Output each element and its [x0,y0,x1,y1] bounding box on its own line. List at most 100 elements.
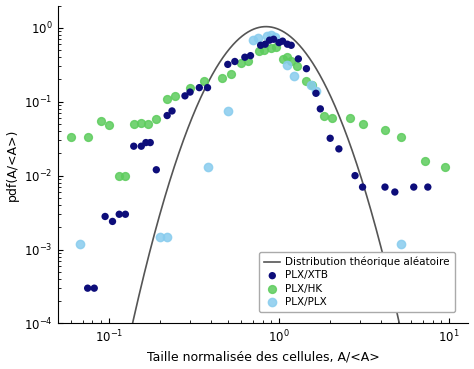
PLX/XTB [359,184,366,190]
PLX/PLX [283,62,291,68]
PLX/HK [302,78,310,84]
PLX/PLX [263,33,271,39]
PLX/XTB [424,184,432,190]
PLX/XTB [195,85,203,91]
PLX/XTB [153,167,160,173]
PLX/XTB [317,106,324,112]
PLX/PLX [397,241,404,246]
PLX/XTB [122,211,129,217]
PLX/PLX [77,241,84,246]
PLX/XTB [146,139,154,145]
PLX/XTB [241,54,249,60]
PLX/HK [137,120,145,126]
PLX/HK [116,173,123,179]
PLX/HK [171,93,179,99]
PLX/XTB [283,41,291,47]
PLX/PLX [267,32,275,38]
PLX/HK [287,58,295,63]
Distribution théorique aléatoire [380,251,385,255]
PLX/PLX [164,234,171,239]
PLX/XTB [142,139,150,145]
PLX/XTB [262,41,269,47]
PLX/HK [272,44,280,50]
Legend: Distribution théorique aléatoire, PLX/XTB, PLX/HK, PLX/PLX: Distribution théorique aléatoire, PLX/XT… [259,252,455,312]
PLX/XTB [109,218,116,224]
PLX/XTB [257,42,264,48]
PLX/XTB [181,93,189,99]
PLX/XTB [381,184,389,190]
PLX/HK [346,115,353,121]
PLX/PLX [290,73,298,79]
PLX/HK [441,164,449,170]
PLX/XTB [287,42,295,48]
PLX/XTB [279,38,286,44]
PLX/HK [381,127,389,132]
PLX/HK [227,70,235,76]
PLX/HK [359,121,366,127]
PLX/XTB [101,214,109,220]
PLX/XTB [130,143,137,149]
Distribution théorique aléatoire [264,24,269,29]
PLX/XTB [335,146,343,152]
PLX/XTB [231,59,238,65]
PLX/XTB [327,135,334,141]
PLX/PLX [254,35,262,41]
PLX/HK [218,75,226,81]
PLX/XTB [224,61,232,67]
PLX/HK [97,118,105,124]
Distribution théorique aléatoire [332,104,338,108]
PLX/XTB [186,89,194,95]
PLX/XTB [116,211,123,217]
PLX/HK [164,96,171,101]
PLX/PLX [156,234,164,239]
PLX/HK [130,121,137,127]
PLX/HK [153,116,160,122]
PLX/PLX [312,88,320,94]
PLX/XTB [410,184,418,190]
PLX/HK [255,48,263,54]
PLX/HK [245,58,252,63]
PLX/HK [84,134,91,140]
PLX/HK [261,47,268,53]
PLX/HK [67,134,75,140]
PLX/PLX [204,164,211,170]
PLX/HK [320,113,328,118]
Line: Distribution théorique aléatoire: Distribution théorique aléatoire [41,27,468,369]
PLX/PLX [308,82,315,87]
PLX/HK [397,134,404,140]
PLX/XTB [204,85,211,91]
PLX/XTB [270,36,277,42]
PLX/HK [283,54,291,60]
PLX/XTB [302,66,310,72]
PLX/XTB [164,113,171,118]
PLX/PLX [272,34,279,39]
PLX/HK [237,61,245,66]
PLX/HK [328,115,336,121]
PLX/PLX [249,37,256,43]
PLX/HK [308,82,316,87]
PLX/PLX [224,108,232,114]
PLX/HK [267,45,275,51]
PLX/HK [200,78,207,84]
Y-axis label: pdf(A/<A>): pdf(A/<A>) [6,128,18,201]
PLX/XTB [84,285,91,291]
PLX/HK [122,173,129,179]
PLX/XTB [91,285,98,291]
PLX/HK [421,158,428,163]
PLX/XTB [294,56,302,62]
PLX/HK [105,122,113,128]
PLX/HK [279,56,286,62]
PLX/XTB [275,40,283,46]
PLX/XTB [266,37,273,43]
PLX/HK [186,85,194,91]
Distribution théorique aléatoire [227,47,232,51]
Distribution théorique aléatoire [211,69,217,74]
PLX/HK [144,121,152,127]
PLX/XTB [246,53,254,59]
PLX/XTB [312,90,320,96]
PLX/HK [293,63,301,69]
PLX/XTB [137,143,145,149]
PLX/XTB [391,189,399,195]
X-axis label: Taille normalisée des cellules, A/<A>: Taille normalisée des cellules, A/<A> [146,351,380,363]
Distribution théorique aléatoire [372,222,378,226]
